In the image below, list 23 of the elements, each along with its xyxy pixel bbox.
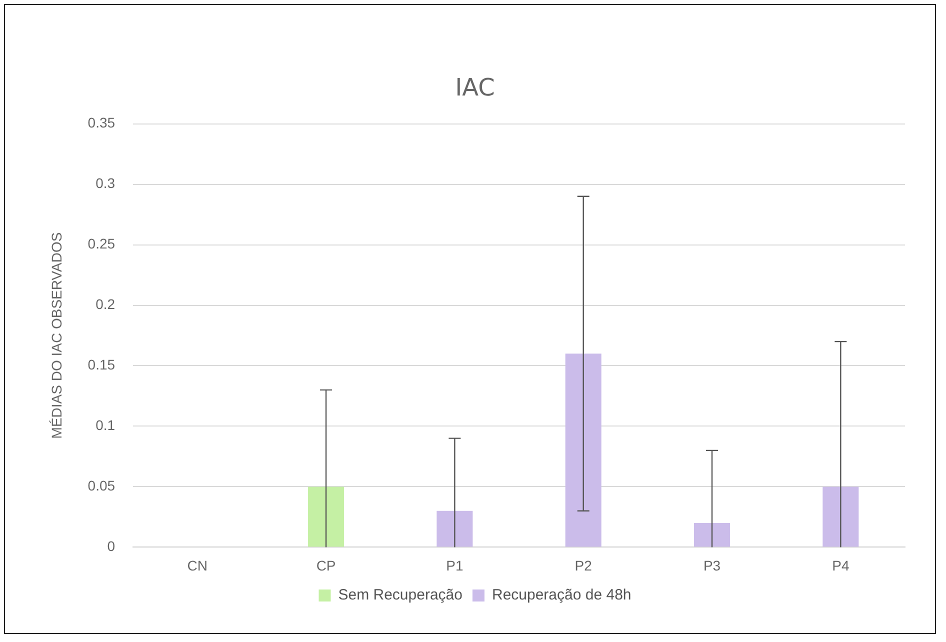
bar xyxy=(308,486,344,547)
y-tick-label: 0 xyxy=(107,538,116,554)
bar xyxy=(436,510,473,547)
x-tick-label: P1 xyxy=(446,557,464,574)
x-tick-label: P3 xyxy=(703,557,721,574)
y-tick-label: 0.15 xyxy=(88,356,116,373)
x-tick-label: P4 xyxy=(832,557,850,574)
y-tick-label: 0.2 xyxy=(96,296,116,312)
y-tick-label: 0.1 xyxy=(96,417,116,434)
legend-label: Sem Recuperação xyxy=(338,586,462,604)
bar xyxy=(822,486,859,547)
y-tick-label: 0.25 xyxy=(88,236,116,252)
legend-label: Recuperação de 48h xyxy=(492,586,632,604)
y-tick-label: 0.35 xyxy=(88,114,116,131)
bar xyxy=(694,523,730,547)
y-axis-title: MÉDIAS DO IAC OBSERVADOS xyxy=(48,232,64,439)
x-tick-label: P2 xyxy=(574,557,592,574)
y-tick-label: 0.05 xyxy=(88,478,116,494)
x-tick-label: CN xyxy=(187,557,208,574)
bar xyxy=(565,354,602,547)
x-tick-label: CP xyxy=(316,557,336,574)
chart-title: IAC xyxy=(455,74,495,102)
y-tick-label: 0.3 xyxy=(96,175,116,192)
